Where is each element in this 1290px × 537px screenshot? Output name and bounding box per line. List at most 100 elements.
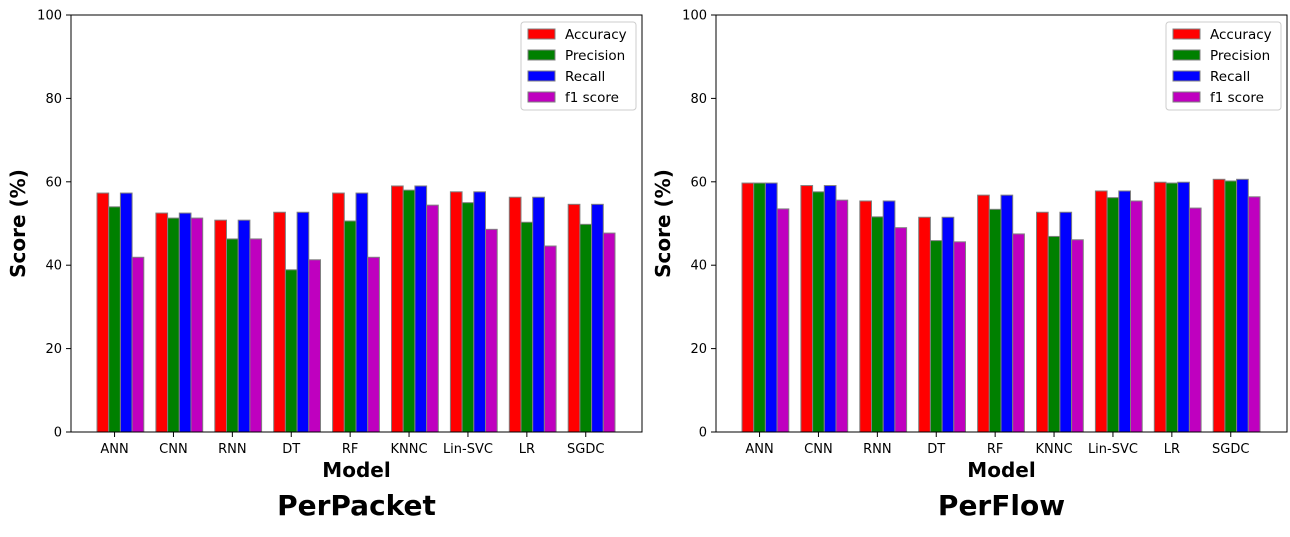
y-tick-label: 80: [45, 92, 62, 107]
plot-frame: [70, 14, 643, 433]
bar-lr-accuracy: [1153, 181, 1167, 433]
bar-rf-recall: [1000, 194, 1014, 433]
bar-knnc-accuracy: [1036, 211, 1049, 433]
legend-label: Recall: [1210, 69, 1250, 85]
bars: [741, 178, 1261, 433]
y-tick-label: 0: [54, 426, 62, 441]
bar-lin-svc-accuracy: [449, 191, 463, 433]
legend-box: [520, 21, 637, 111]
bar-rnn-precision: [871, 216, 884, 433]
y-tick-label: 60: [45, 175, 62, 190]
bar-rf-precision: [343, 220, 357, 433]
bar-lr-accuracy: [508, 196, 522, 433]
bar-dt-f1-score: [953, 241, 966, 433]
bar-rf-accuracy: [977, 194, 990, 433]
bar-ann-accuracy: [741, 182, 755, 433]
bar-ann-precision: [108, 206, 121, 433]
x-axis: ANN CNN RNN DT RF KNNC Lin-SVC LR SGDC: [745, 432, 1249, 457]
legend-label: Precision: [565, 48, 625, 64]
bar-lin-svc-precision: [1106, 197, 1120, 433]
y-tick-label: 100: [37, 9, 62, 24]
bar-cnn-f1-score: [835, 199, 849, 433]
y-axis-label: Score (%): [651, 169, 675, 278]
bar-cnn-f1-score: [190, 217, 204, 433]
bar-knnc-precision: [1047, 235, 1061, 433]
x-tick-label: KNNC: [391, 442, 428, 457]
bar-cnn-recall: [823, 185, 837, 433]
y-tick-label: 20: [690, 342, 707, 357]
bar-lin-svc-precision: [461, 202, 475, 433]
bar-sgdc-precision: [579, 223, 593, 433]
bar-ann-f1-score: [131, 256, 145, 433]
y-tick-label: 80: [690, 92, 707, 107]
legend-label: f1 score: [1210, 90, 1264, 106]
y-axis-label: Score (%): [6, 169, 30, 278]
chart-panel-1: 0 20 40 60 80 100 ANN CNN RNN DT RF KNNC Lin-SVC LR SG…: [6, 9, 643, 522]
panel-title: PerFlow: [938, 489, 1065, 522]
x-tick-label: CNN: [804, 442, 833, 457]
panel-title: PerPacket: [277, 489, 436, 522]
legend-label: Precision: [1210, 48, 1270, 64]
legend-swatch-f1-score: [1172, 91, 1201, 103]
legend-label: f1 score: [565, 90, 619, 106]
bar-rf-precision: [988, 208, 1002, 433]
x-tick-label: RNN: [863, 442, 891, 457]
bar-rf-f1-score: [367, 256, 380, 433]
bar-sgdc-recall: [591, 203, 604, 433]
x-axis: ANN CNN RNN DT RF KNNC Lin-SVC LR SGDC: [100, 432, 604, 457]
bar-rnn-f1-score: [894, 227, 908, 433]
x-tick-label: ANN: [100, 442, 128, 457]
bar-lin-svc-f1-score: [485, 228, 498, 433]
legend-swatch-accuracy: [527, 28, 556, 40]
bar-lr-precision: [1165, 182, 1179, 433]
bar-lin-svc-recall: [1118, 190, 1132, 433]
y-tick-label: 40: [690, 259, 707, 274]
legend-swatch-f1-score: [527, 91, 556, 103]
bar-dt-precision: [284, 269, 298, 433]
legend-swatch-precision: [527, 49, 556, 61]
bar-rf-f1-score: [1012, 233, 1025, 433]
x-tick-label: KNNC: [1036, 442, 1073, 457]
legend-swatch-recall: [527, 70, 556, 82]
bar-rf-accuracy: [332, 192, 345, 433]
bar-ann-precision: [753, 182, 766, 433]
bar-sgdc-recall: [1236, 178, 1249, 433]
legend-box: [1165, 21, 1282, 111]
x-tick-label: LR: [519, 442, 535, 457]
bar-dt-recall: [296, 211, 310, 433]
bar-rnn-accuracy: [214, 219, 228, 433]
plot-frame: [715, 14, 1288, 433]
bar-dt-recall: [941, 216, 955, 433]
legend-label: Recall: [565, 69, 605, 85]
x-axis-label: Model: [322, 458, 390, 482]
x-tick-label: RF: [987, 442, 1004, 457]
y-tick-label: 20: [45, 342, 62, 357]
bar-rnn-recall: [882, 200, 896, 433]
bar-sgdc-accuracy: [1212, 178, 1226, 433]
bar-sgdc-f1-score: [602, 232, 616, 433]
x-tick-label: SGDC: [567, 442, 604, 457]
x-tick-label: Lin-SVC: [1088, 442, 1138, 457]
bar-knnc-precision: [402, 189, 416, 433]
bar-lin-svc-accuracy: [1094, 190, 1108, 433]
bar-cnn-accuracy: [800, 185, 814, 433]
bar-cnn-precision: [167, 217, 180, 433]
bar-dt-f1-score: [308, 259, 321, 433]
bar-rnn-recall: [237, 219, 251, 433]
bar-lr-f1-score: [1188, 207, 1202, 433]
bar-rnn-precision: [226, 238, 239, 433]
y-tick-label: 100: [682, 9, 707, 24]
bar-ann-recall: [119, 192, 133, 433]
bar-ann-accuracy: [96, 192, 110, 433]
legend-label: Accuracy: [565, 27, 627, 43]
bar-knnc-f1-score: [1071, 239, 1084, 433]
x-tick-label: ANN: [745, 442, 773, 457]
bar-lr-f1-score: [543, 245, 557, 433]
bar-cnn-accuracy: [155, 212, 169, 433]
bar-dt-accuracy: [918, 216, 931, 433]
bar-ann-recall: [764, 182, 778, 433]
bar-sgdc-precision: [1224, 180, 1238, 433]
x-tick-label: DT: [927, 442, 945, 457]
bar-lr-recall: [1177, 181, 1190, 433]
x-tick-label: CNN: [159, 442, 188, 457]
